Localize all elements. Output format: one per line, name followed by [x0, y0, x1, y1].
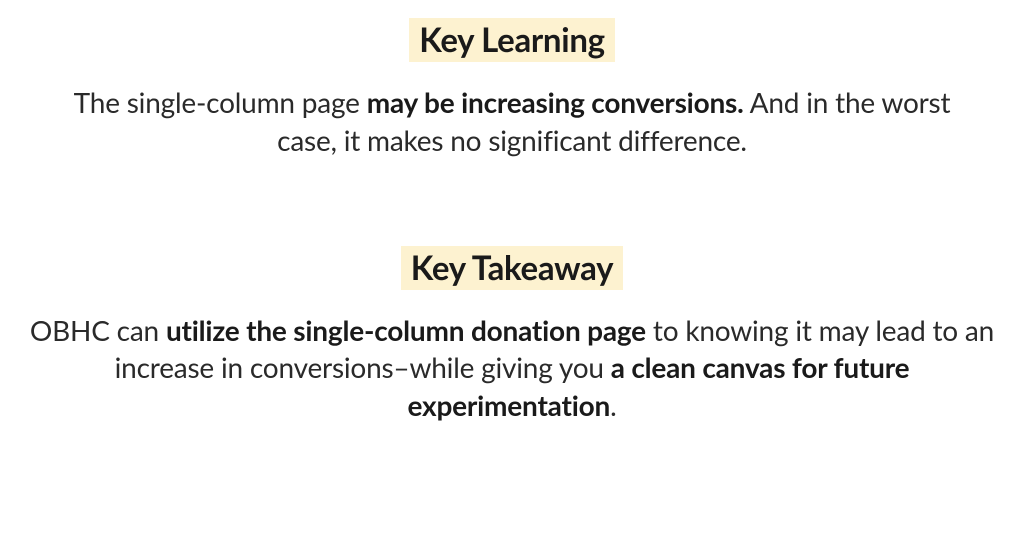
- key-takeaway-body: OBHC can utilize the single-column donat…: [7, 312, 1017, 425]
- text-bold-segment: may be increasing conversions.: [367, 85, 744, 119]
- text-bold-segment: utilize the single-column donation page: [166, 313, 646, 347]
- key-learning-heading: Key Learning: [409, 18, 615, 62]
- key-takeaway-heading: Key Takeaway: [401, 246, 623, 290]
- key-learning-body: The single-column page may be increasing…: [72, 84, 952, 160]
- text-segment: .: [610, 388, 616, 422]
- text-segment: The single-column page: [74, 85, 367, 119]
- text-segment: OBHC can: [30, 313, 166, 347]
